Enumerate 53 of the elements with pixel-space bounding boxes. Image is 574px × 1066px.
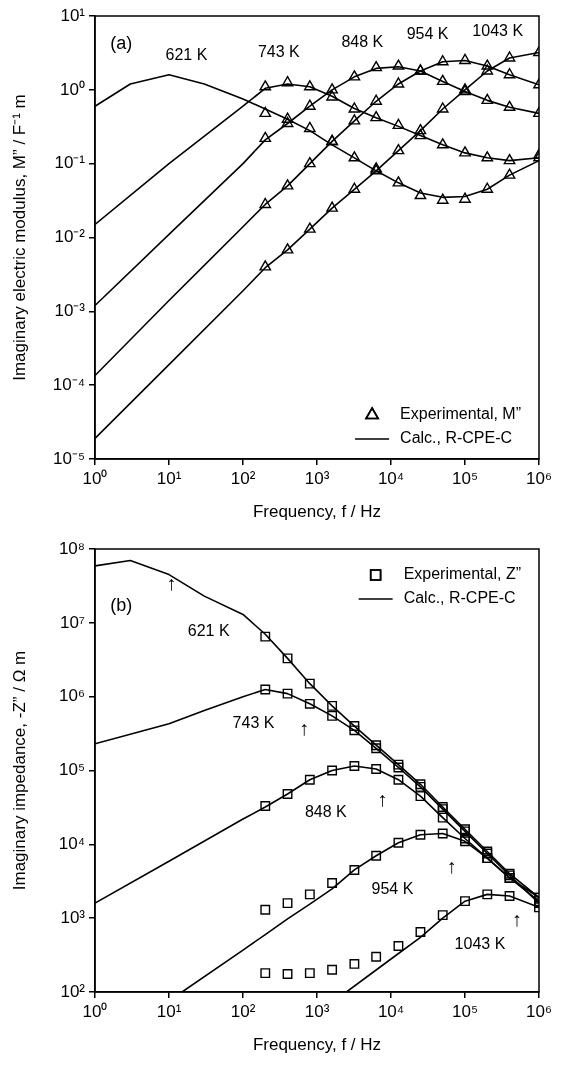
y-tick-label: 10⁸ (58, 538, 85, 558)
y-axis-title: Imaginary electric modulus, M” / F⁻¹ m (9, 94, 29, 381)
annotation: (b) (110, 595, 133, 616)
x-tick-label: 10¹ (156, 468, 182, 488)
x-tick-label: 10⁰ (82, 468, 108, 488)
y-tick-label: 10⁻¹ (54, 153, 86, 173)
x-tick-label: 10³ (304, 1001, 330, 1021)
x-axis-title: Frequency, f / Hz (252, 1035, 382, 1055)
x-tick-label: 10⁵ (452, 1001, 478, 1021)
annotation: ↑ (166, 571, 177, 594)
y-tick-label: 10³ (60, 907, 86, 927)
x-tick-label: 10⁰ (82, 1001, 108, 1021)
annotation: ↑ (511, 908, 522, 931)
annotation: 1043 K (472, 22, 524, 40)
y-tick-label: 10¹ (60, 5, 86, 25)
annotation: 848 K (304, 802, 348, 820)
x-tick-label: 10⁴ (377, 468, 405, 488)
x-tick-label: 10² (230, 1001, 256, 1021)
annotation: 1043 K (454, 935, 506, 953)
y-tick-label: 10⁴ (58, 834, 85, 854)
annotation: 743 K (257, 42, 301, 60)
x-tick-label: 10⁴ (377, 1001, 405, 1021)
x-tick-label: 10³ (304, 468, 330, 488)
x-tick-label: 10² (230, 468, 256, 488)
y-tick-label: 10⁰ (60, 79, 85, 99)
legend-label: Experimental, M” (400, 405, 521, 423)
y-axis-title: Imaginary impedance, -Z” / Ω m (9, 650, 29, 891)
legend-label: Calc., R-CPE-C (400, 429, 513, 447)
y-tick-label: 10⁻² (54, 227, 86, 247)
y-tick-label: 10⁻³ (54, 301, 86, 321)
annotation: (a) (110, 33, 133, 54)
x-tick-label: 10⁶ (526, 468, 552, 488)
annotation: 954 K (371, 880, 414, 898)
y-tick-label: 10⁷ (59, 612, 85, 632)
annotation: 621 K (187, 621, 230, 639)
y-tick-label: 10² (60, 981, 86, 1001)
x-tick-label: 10⁶ (526, 1001, 552, 1021)
x-tick-label: 10⁵ (452, 468, 478, 488)
y-tick-label: 10⁵ (59, 760, 85, 780)
annotation: 743 K (232, 714, 275, 732)
y-tick-label: 10⁶ (59, 686, 85, 706)
y-tick-label: 10⁻⁴ (52, 374, 85, 394)
legend-label: Experimental, Z” (403, 565, 522, 583)
x-axis-title: Frequency, f / Hz (252, 502, 382, 522)
annotation: ↑ (446, 855, 457, 878)
y-tick-label: 10⁻⁵ (53, 448, 85, 468)
annotation: 621 K (165, 45, 208, 63)
annotation: ↑ (377, 787, 388, 810)
x-tick-label: 10¹ (156, 1001, 182, 1021)
annotation: 954 K (406, 25, 449, 43)
annotation: 848 K (341, 32, 384, 50)
annotation: ↑ (299, 717, 310, 740)
legend-label: Calc., R-CPE-C (403, 589, 516, 607)
